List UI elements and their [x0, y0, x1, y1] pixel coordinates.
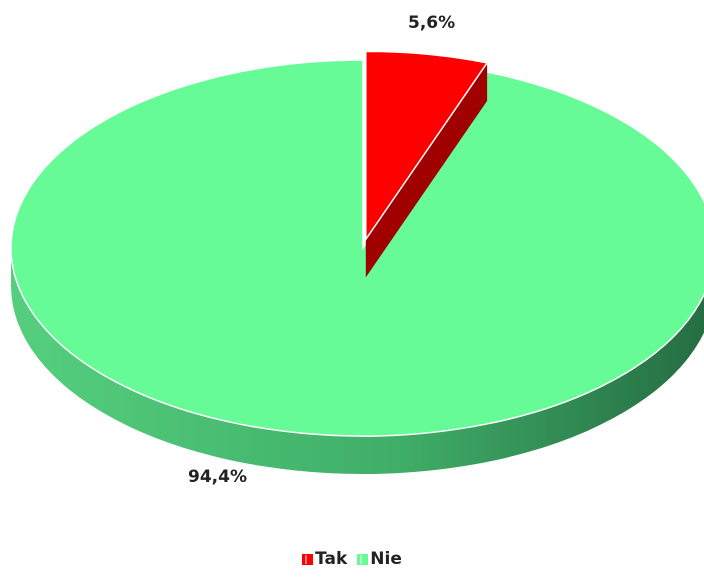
legend-swatch-tak: [302, 553, 314, 565]
legend-item-nie[interactable]: Nie: [357, 549, 402, 569]
pie-wall-tak: [365, 62, 488, 278]
data-label-nie: 94,4%: [188, 467, 247, 487]
legend-label-tak: Tak: [315, 549, 348, 569]
pie-slice-nie: [10, 59, 704, 437]
legend-swatch-nie: [357, 553, 369, 565]
pie-slice-tak: [365, 50, 489, 242]
data-label-tak: 5,6%: [408, 13, 456, 33]
legend: Tak Nie: [0, 549, 704, 569]
legend-label-nie: Nie: [370, 549, 402, 569]
legend-item-tak[interactable]: Tak: [302, 549, 347, 569]
pie-side-nie: [11, 248, 704, 474]
